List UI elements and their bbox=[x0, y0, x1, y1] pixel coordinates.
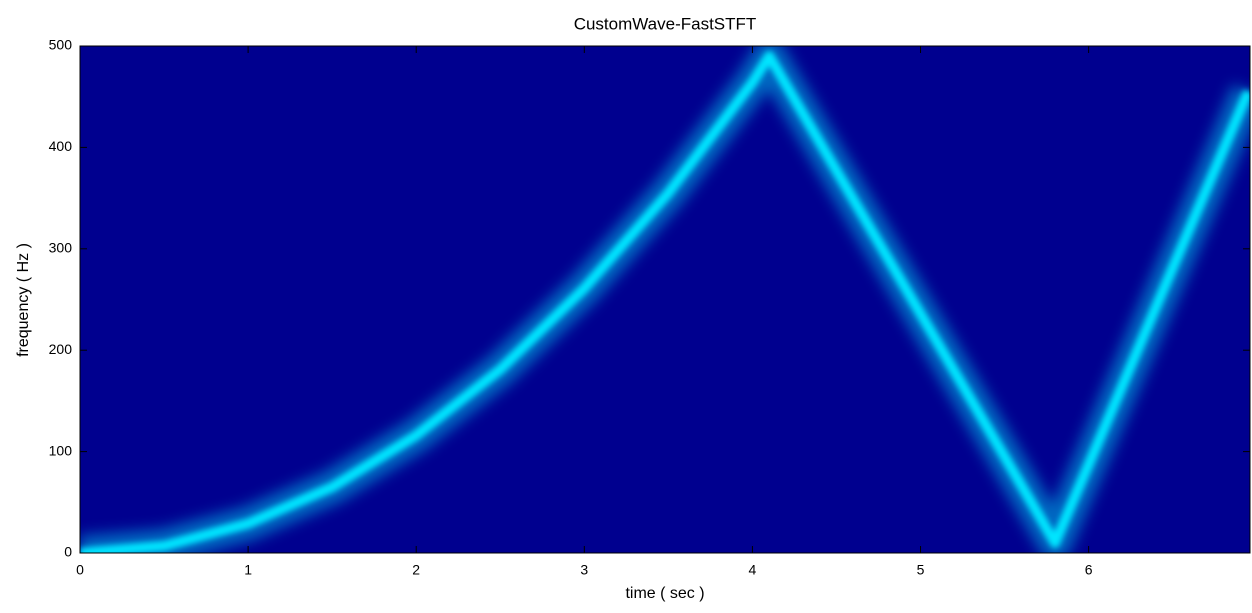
x-tick-label: 1 bbox=[244, 562, 252, 578]
chart-title: CustomWave-FastSTFT bbox=[574, 14, 757, 33]
y-tick-label: 0 bbox=[64, 544, 72, 560]
x-tick-label: 0 bbox=[76, 562, 84, 578]
x-tick-label: 4 bbox=[749, 562, 757, 578]
x-tick-label: 6 bbox=[1085, 562, 1093, 578]
plot-frame bbox=[79, 45, 1251, 554]
y-tick-label: 300 bbox=[49, 240, 73, 256]
y-tick-label: 400 bbox=[49, 138, 73, 154]
x-tick-label: 3 bbox=[580, 562, 588, 578]
plot-area bbox=[80, 46, 1250, 553]
y-tick-label: 200 bbox=[49, 341, 73, 357]
y-tick-label: 500 bbox=[49, 37, 73, 53]
plot-background bbox=[80, 46, 1250, 553]
y-tick-label: 100 bbox=[49, 442, 73, 458]
ridge bbox=[80, 51, 1250, 553]
x-axis-label: time ( sec ) bbox=[625, 585, 704, 602]
x-tick-label: 2 bbox=[412, 562, 420, 578]
x-tick-label: 5 bbox=[917, 562, 925, 578]
y-axis-label: frequency ( Hz ) bbox=[15, 243, 32, 357]
